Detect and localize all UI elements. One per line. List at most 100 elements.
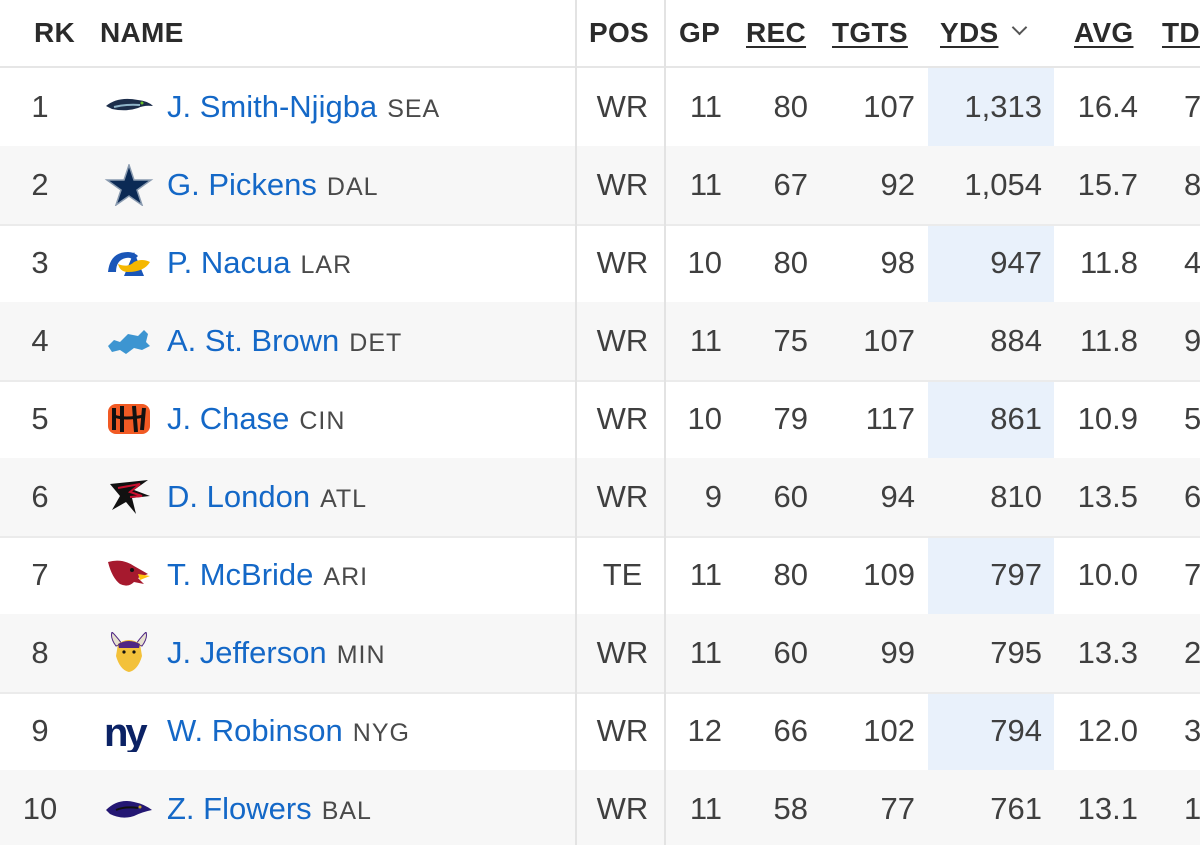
player-name-link[interactable]: G. Pickens — [167, 167, 317, 202]
yards-cell: 884 — [990, 323, 1042, 358]
rank-cell: 1 — [31, 89, 49, 124]
rank-cell: 3 — [31, 245, 49, 280]
team-logo-icon — [104, 476, 154, 518]
header-yds-label[interactable]: YDS — [940, 17, 999, 48]
team-abbrev: NYG — [352, 719, 410, 747]
receptions-cell: 58 — [773, 791, 808, 826]
header-gp: GP — [679, 17, 721, 48]
team-logo-icon — [104, 788, 154, 830]
team-logo-icon — [104, 398, 154, 440]
position-cell: TE — [602, 557, 643, 592]
player-name-cell[interactable]: Z. Flowers BAL — [167, 770, 372, 845]
games-played-cell: 10 — [687, 245, 722, 280]
targets-cell: 102 — [863, 713, 915, 748]
position-cell: WR — [596, 401, 649, 436]
column-divider — [575, 0, 577, 845]
table-row: 1 J. Smith-Njigba SEA WR 11 80 107 1,313 16.4 7 — [0, 68, 1200, 148]
table-row: 9 ny W. Robinson NYG WR 12 66 102 794 12.0 3 — [0, 692, 1200, 772]
player-name-cell[interactable]: G. Pickens DAL — [167, 146, 379, 224]
header-tgts[interactable]: TGTS — [832, 0, 908, 66]
header-td[interactable]: TD — [1162, 0, 1200, 66]
average-cell: 10.0 — [1077, 557, 1138, 592]
table-row: 6 D. London ATL WR 9 60 94 810 13.5 6 — [0, 458, 1200, 538]
yards-cell: 1,054 — [964, 167, 1042, 202]
position-cell: WR — [596, 791, 649, 826]
column-divider — [664, 0, 666, 845]
targets-cell: 109 — [863, 557, 915, 592]
player-name-cell[interactable]: W. Robinson NYG — [167, 692, 410, 770]
rank-cell: 2 — [31, 167, 49, 202]
player-name-cell[interactable]: J. Chase CIN — [167, 380, 345, 458]
table-row: 7 T. McBride ARI TE 11 80 109 797 10.0 7 — [0, 536, 1200, 616]
player-name-link[interactable]: D. London — [167, 479, 311, 514]
team-logo-icon — [104, 162, 154, 207]
player-name-link[interactable]: W. Robinson — [167, 713, 343, 748]
player-name-link[interactable]: P. Nacua — [167, 245, 291, 280]
games-played-cell: 10 — [687, 401, 722, 436]
games-played-cell: 11 — [689, 557, 722, 592]
average-cell: 12.0 — [1077, 713, 1138, 748]
team-abbrev: DAL — [326, 173, 379, 201]
header-avg-label[interactable]: AVG — [1074, 17, 1134, 48]
header-tgts-label[interactable]: TGTS — [832, 17, 908, 48]
targets-cell: 94 — [880, 479, 915, 514]
header-avg[interactable]: AVG — [1074, 0, 1134, 66]
player-name-cell[interactable]: P. Nacua LAR — [167, 224, 352, 302]
player-name-cell[interactable]: J. Smith-Njigba SEA — [167, 68, 440, 146]
receptions-cell: 60 — [773, 635, 808, 670]
games-played-cell: 11 — [689, 791, 722, 826]
games-played-cell: 12 — [687, 713, 722, 748]
average-cell: 13.5 — [1077, 479, 1138, 514]
header-yds[interactable]: YDS — [940, 0, 1028, 66]
receptions-cell: 67 — [773, 167, 808, 202]
table-row: 5 J. Chase CIN WR 10 79 117 861 10.9 5 — [0, 380, 1200, 460]
team-abbrev: ATL — [320, 485, 368, 513]
targets-cell: 99 — [880, 635, 915, 670]
header-td-label[interactable]: TD — [1162, 17, 1200, 48]
touchdowns-cell: 7 — [1184, 557, 1200, 592]
touchdowns-cell: 5 — [1184, 401, 1200, 436]
games-played-cell: 11 — [689, 635, 722, 670]
team-logo-icon — [104, 554, 154, 596]
touchdowns-cell: 8 — [1184, 167, 1200, 202]
player-name-link[interactable]: A. St. Brown — [167, 323, 340, 358]
touchdowns-cell: 1 — [1184, 791, 1200, 826]
player-name-cell[interactable]: A. St. Brown DET — [167, 302, 402, 380]
team-abbrev: CIN — [299, 407, 346, 435]
player-name-cell[interactable]: J. Jefferson MIN — [167, 614, 386, 692]
games-played-cell: 11 — [689, 323, 722, 358]
player-name-link[interactable]: T. McBride — [167, 557, 314, 592]
team-abbrev: ARI — [323, 563, 369, 591]
header-pos: POS — [589, 17, 650, 48]
position-cell: WR — [596, 713, 649, 748]
header-rec-label[interactable]: REC — [746, 17, 807, 48]
chevron-down-icon[interactable] — [1012, 19, 1028, 36]
yards-cell: 761 — [990, 791, 1042, 826]
player-name-link[interactable]: Z. Flowers — [167, 791, 312, 826]
team-logo-icon — [104, 86, 154, 128]
receptions-cell: 80 — [773, 245, 808, 280]
team-abbrev: BAL — [321, 797, 372, 825]
yards-cell: 794 — [990, 713, 1042, 748]
header-rec[interactable]: REC — [746, 0, 806, 66]
receptions-cell: 75 — [773, 323, 808, 358]
yards-cell: 810 — [990, 479, 1042, 514]
receptions-cell: 80 — [773, 89, 808, 124]
table-row: 10 Z. Flowers BAL WR 11 58 77 761 13.1 1 — [0, 770, 1200, 845]
rank-cell: 6 — [31, 479, 49, 514]
yards-cell: 797 — [990, 557, 1042, 592]
player-name-link[interactable]: J. Jefferson — [167, 635, 327, 670]
table-row: 8 J. Jefferson MIN WR 11 60 99 795 13.3 2 — [0, 614, 1200, 694]
player-name-cell[interactable]: D. London ATL — [167, 458, 367, 536]
table-row: 3 P. Nacua LAR WR 10 80 98 947 11.8 4 — [0, 224, 1200, 304]
average-cell: 10.9 — [1077, 401, 1138, 436]
touchdowns-cell: 3 — [1184, 713, 1200, 748]
touchdowns-cell: 6 — [1184, 479, 1200, 514]
touchdowns-cell: 4 — [1184, 245, 1200, 280]
player-name-link[interactable]: J. Smith-Njigba — [167, 89, 378, 124]
player-name-link[interactable]: J. Chase — [167, 401, 290, 436]
player-name-cell[interactable]: T. McBride ARI — [167, 536, 368, 614]
table-header: RK NAME POS GP REC TGTS YDS AVG TD — [0, 0, 1200, 68]
yards-cell: 795 — [990, 635, 1042, 670]
svg-text:ny: ny — [104, 711, 148, 752]
